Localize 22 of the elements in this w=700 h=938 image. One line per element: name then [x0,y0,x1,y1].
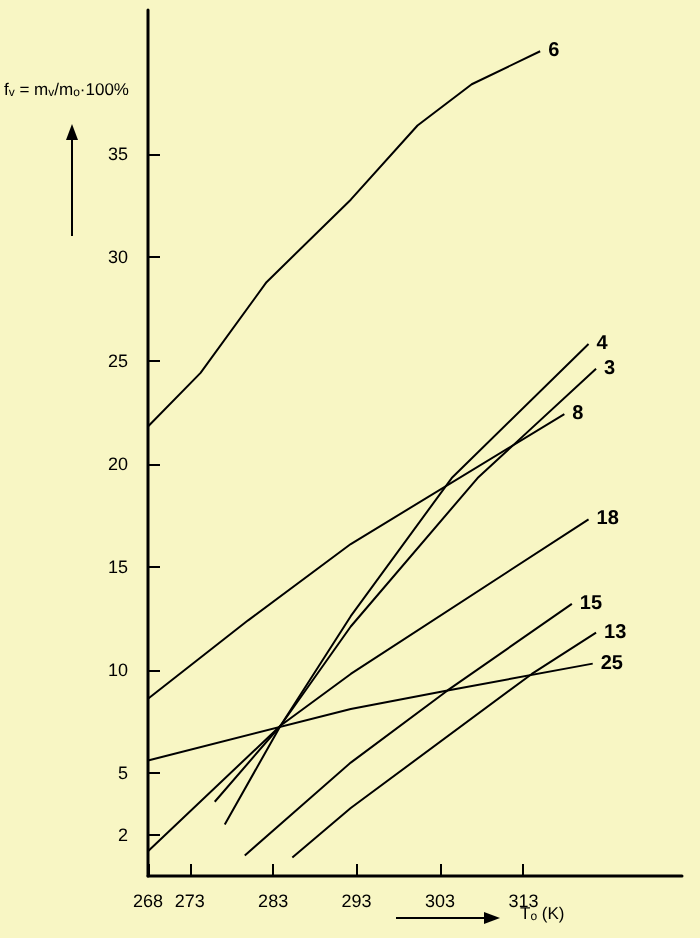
series-label: 4 [596,333,609,356]
x-tick-label: 313 [508,891,539,911]
x-tick-label: 303 [425,891,456,911]
y-tick-label: 35 [107,144,128,165]
series-label: 3 [604,357,617,380]
y-tick-label: 10 [107,659,128,680]
series-label: 8 [572,403,585,426]
y-tick-label: 2 [117,824,128,845]
series-label: 13 [604,621,628,644]
y-tick-label: 20 [107,453,128,474]
y-tick-label: 25 [107,350,128,371]
x-tick-label: 268 [132,891,164,911]
series-label: 15 [579,592,603,615]
x-tick-label: 293 [341,891,372,911]
y-tick-label: 30 [107,247,128,268]
series-label: 25 [600,652,624,675]
series-label: 18 [596,508,620,531]
y-tick-label: 15 [107,556,128,577]
series-label: 6 [548,40,561,63]
y-tick-label: 5 [117,762,128,783]
x-tick-label: 283 [258,891,289,911]
x-tick-label: 273 [174,891,205,911]
